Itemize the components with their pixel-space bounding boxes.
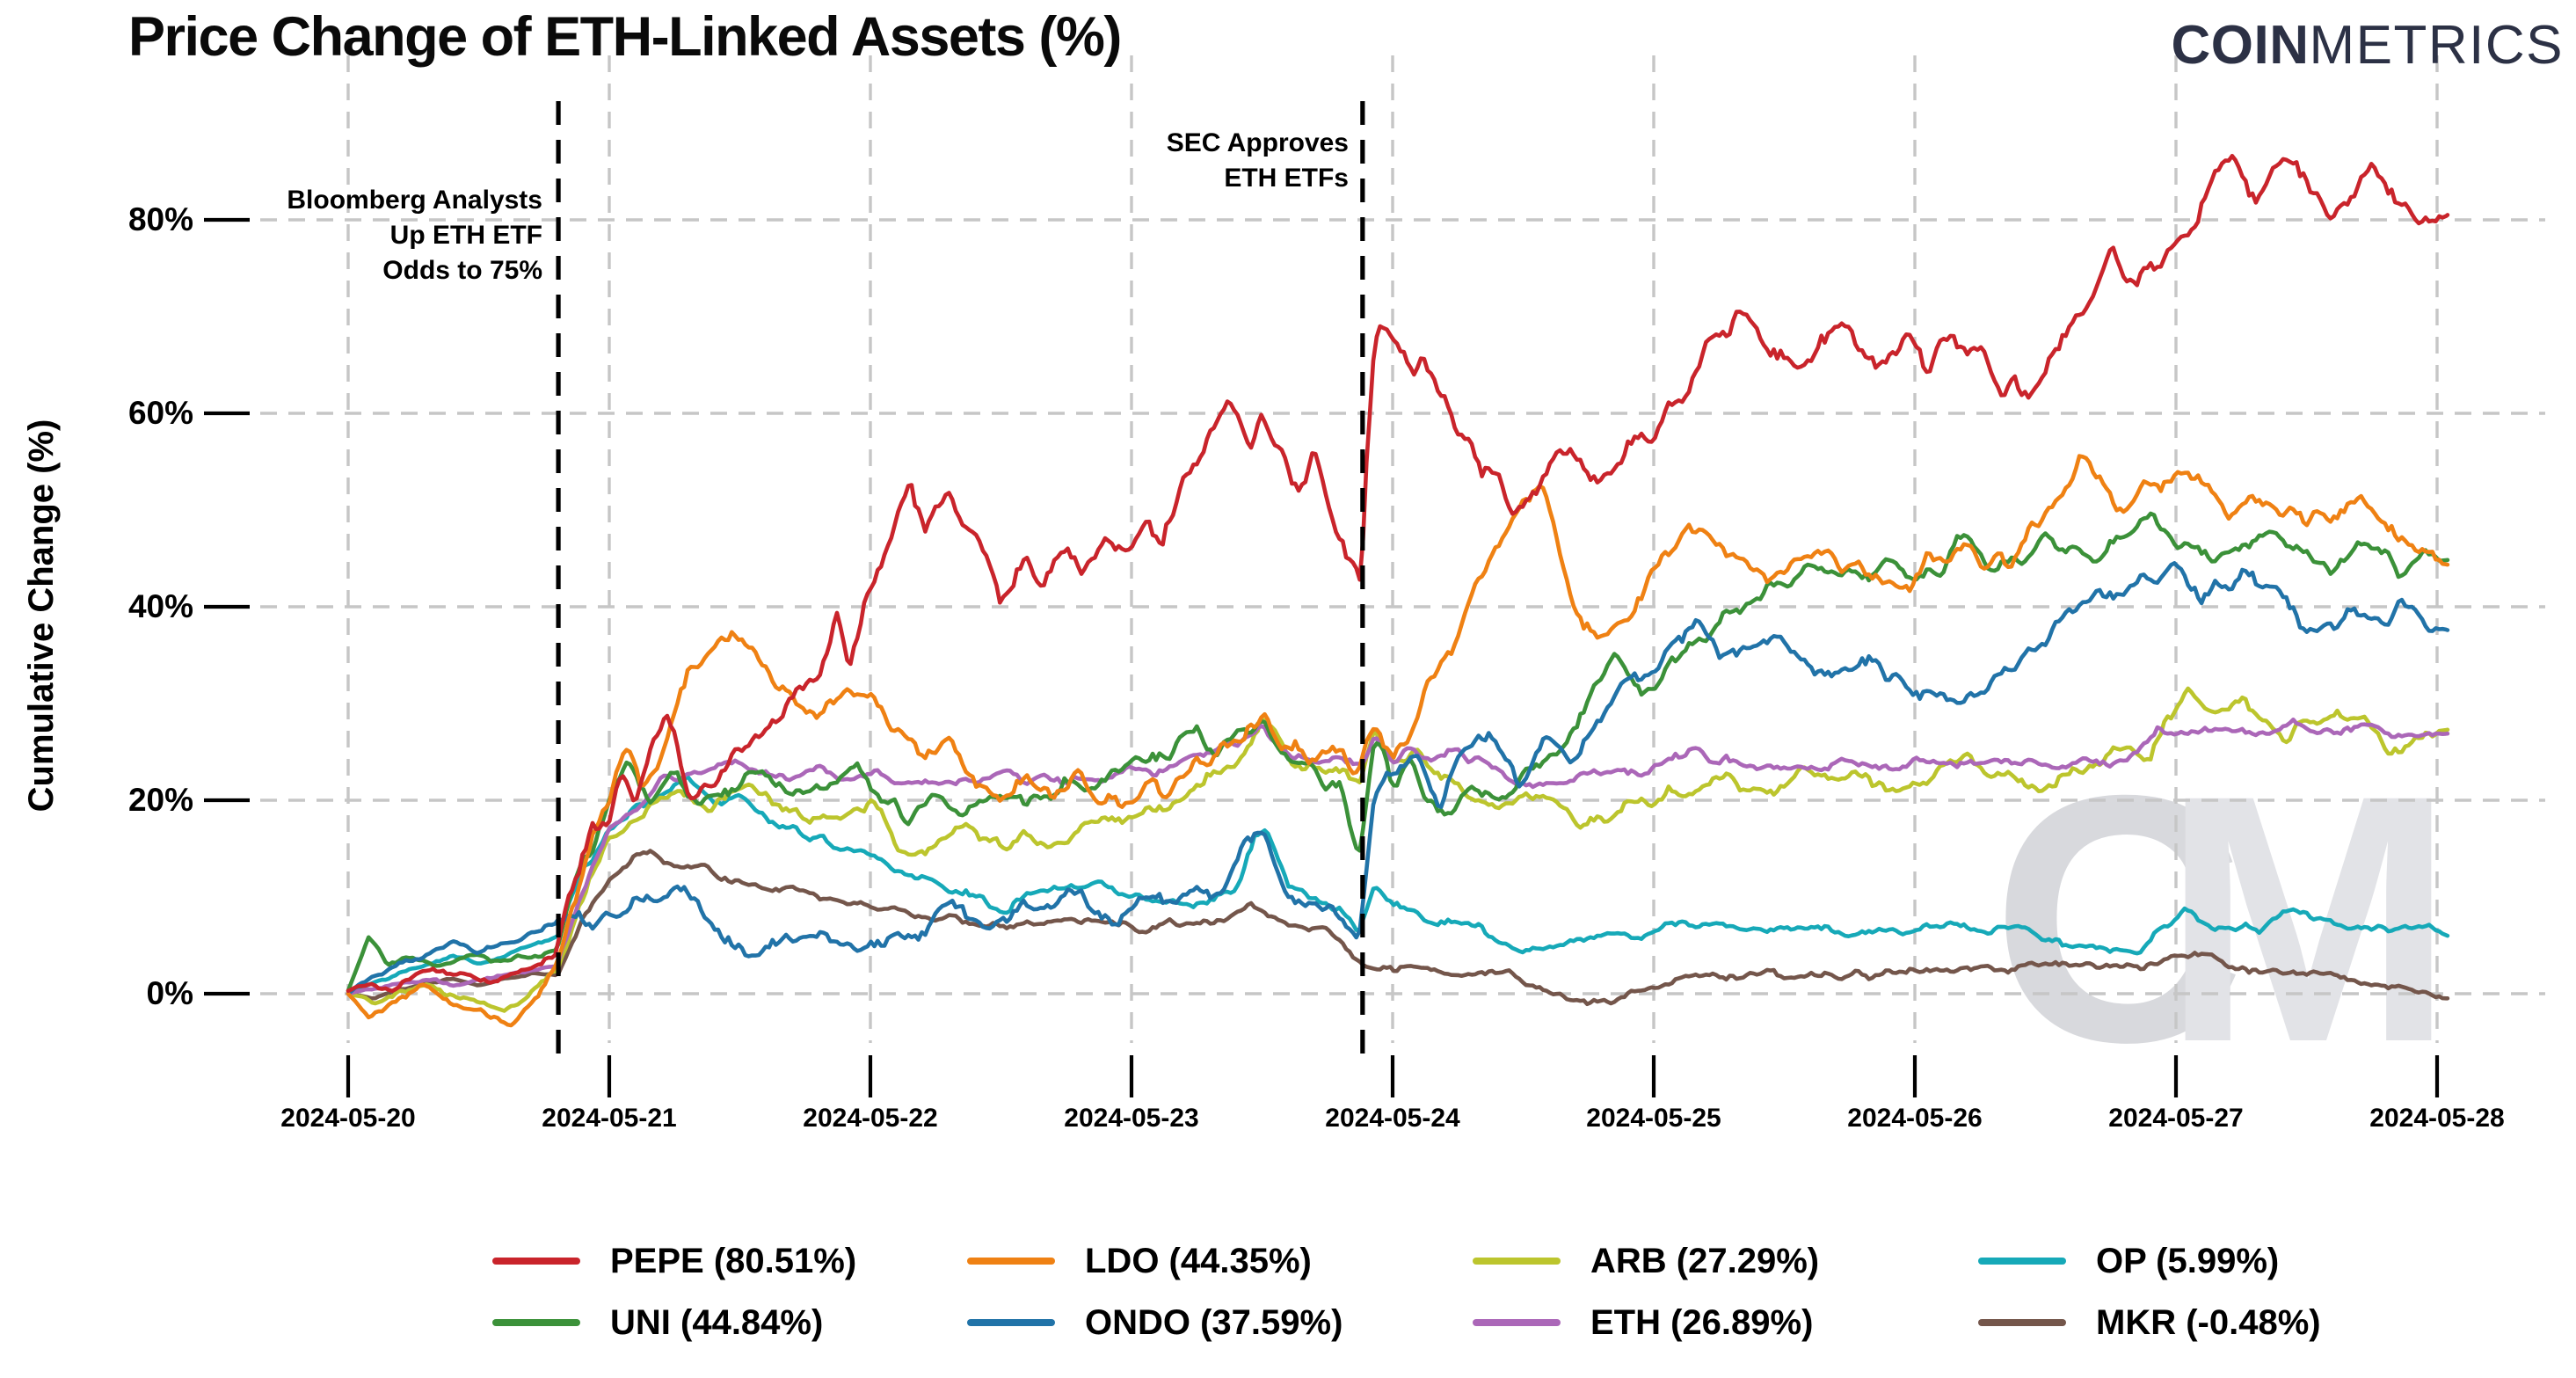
legend: PEPE (80.51%) UNI (44.84%) LDO (44.35%) OND… [492,1238,2321,1345]
legend-swatch-pepe [492,1258,580,1265]
legend-swatch-mkr [1978,1319,2066,1326]
y-tick-label: 20% [127,782,193,818]
x-tick-label: 2024-05-22 [803,1104,938,1133]
series-line-pepe [346,154,2450,994]
y-tick-label: 40% [127,588,193,624]
logo-metrics: METRICS [2309,15,2564,76]
legend-item-pepe: PEPE (80.51%) [492,1238,967,1284]
legend-item-op: OP (5.99%) [1978,1238,2321,1284]
coinmetrics-logo: COINMETRICS [2172,14,2565,77]
series-line-ondo [346,561,2450,996]
x-tick-label: 2024-05-28 [2369,1104,2505,1133]
event-annotation: SEC Approves ETH ETFs [1167,126,1349,196]
event-annotation-line: ETH ETFs [1224,164,1349,193]
legend-label: OP (5.99%) [2096,1241,2280,1280]
series-line-mkr [346,849,2450,1007]
series-line-eth [346,718,2450,996]
legend-label: UNI (44.84%) [610,1302,824,1342]
x-tick-label: 2024-05-24 [1325,1104,1460,1133]
legend-swatch-ondo [967,1319,1055,1326]
legend-swatch-op [1978,1258,2066,1265]
legend-label: ONDO (37.59%) [1085,1302,1343,1342]
x-tick-label: 2024-05-20 [280,1104,416,1133]
legend-item-mkr: MKR (-0.48%) [1978,1300,2321,1345]
series-line-op [346,774,2450,996]
legend-swatch-ldo [967,1258,1055,1265]
y-tick-label: 0% [146,975,193,1011]
event-annotation-line: Up ETH ETF [389,221,542,250]
series-line-uni [346,511,2450,993]
legend-swatch-eth [1473,1319,1561,1326]
event-annotation: Bloomberg Analysts Up ETH ETF Odds to 75% [287,183,542,288]
legend-label: PEPE (80.51%) [610,1241,857,1280]
series-line-ldo [346,454,2450,1028]
legend-swatch-arb [1473,1258,1561,1265]
legend-label: ARB (27.29%) [1590,1241,1820,1280]
x-tick-label: 2024-05-26 [1847,1104,1983,1133]
event-annotation-line: SEC Approves [1166,128,1349,157]
y-tick-label: 80% [127,201,193,237]
event-annotation-line: Odds to 75% [382,256,542,285]
legend-item-ldo: LDO (44.35%) [967,1238,1473,1284]
legend-label: MKR (-0.48%) [2096,1302,2321,1342]
x-tick-label: 2024-05-21 [542,1104,677,1133]
legend-label: LDO (44.35%) [1085,1241,1312,1280]
legend-label: ETH (26.89%) [1590,1302,1814,1342]
x-tick-label: 2024-05-25 [1586,1104,1721,1133]
event-annotation-line: Bloomberg Analysts [287,186,542,215]
x-tick-label: 2024-05-23 [1064,1104,1199,1133]
legend-item-uni: UNI (44.84%) [492,1300,967,1345]
chart-title: Price Change of ETH-Linked Assets (%) [128,6,1122,68]
legend-item-arb: ARB (27.29%) [1473,1238,1978,1284]
legend-item-eth: ETH (26.89%) [1473,1300,1978,1345]
legend-swatch-uni [492,1319,580,1326]
legend-item-ondo: ONDO (37.59%) [967,1300,1473,1345]
logo-coin: COIN [2171,15,2310,76]
y-tick-label: 60% [127,395,193,431]
x-tick-label: 2024-05-27 [2108,1104,2244,1133]
series-line-arb [346,686,2450,1013]
